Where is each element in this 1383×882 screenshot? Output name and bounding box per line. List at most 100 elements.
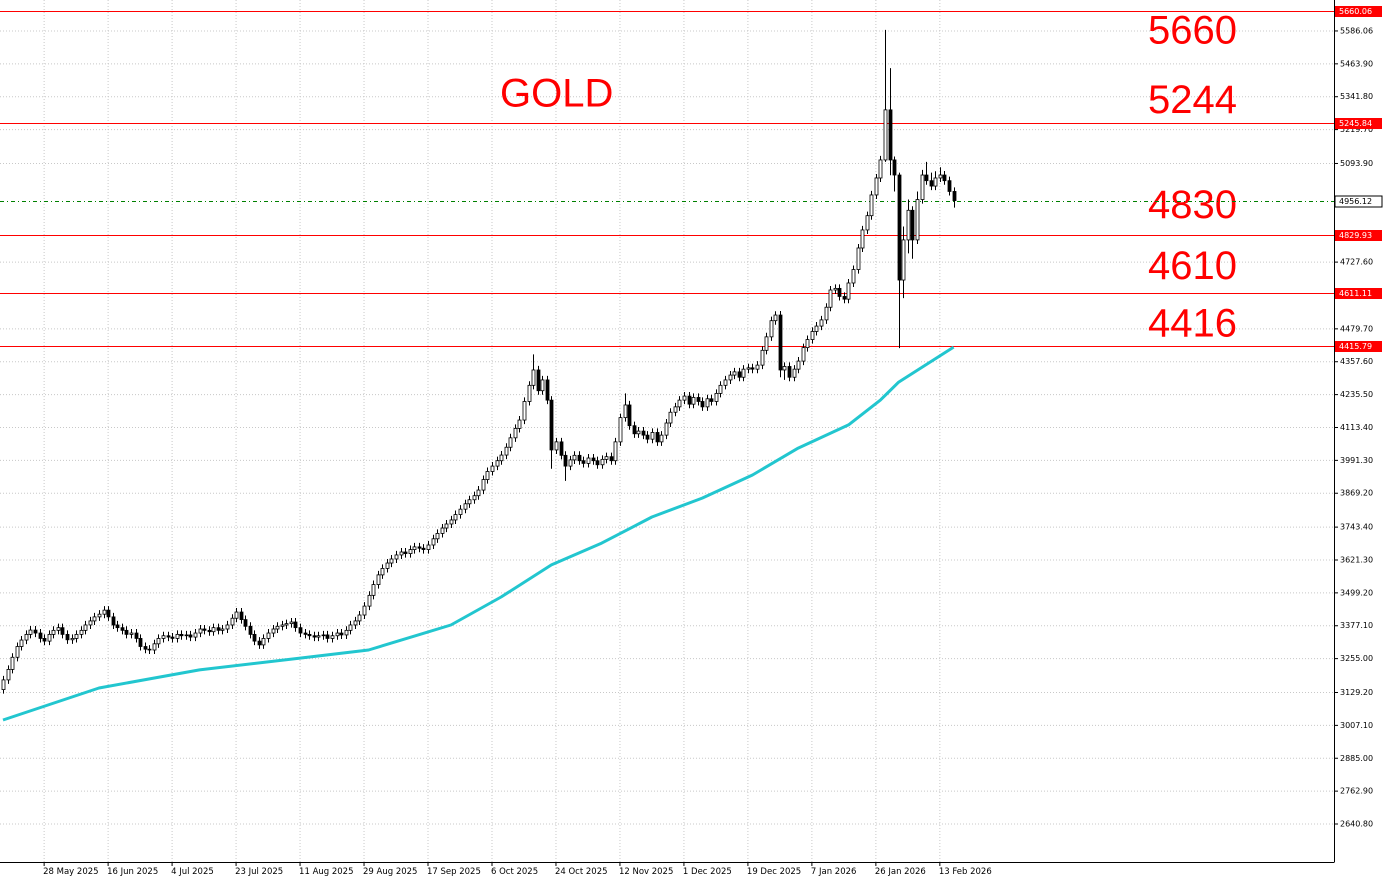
candle-body	[38, 632, 43, 639]
candle-body	[74, 633, 79, 639]
candle-body	[60, 627, 65, 635]
candle-body	[412, 546, 417, 550]
candle-body	[581, 460, 586, 464]
candle-body	[522, 401, 527, 421]
candle-body	[225, 624, 230, 630]
candle-body	[485, 471, 490, 480]
candle-body	[536, 369, 541, 392]
candle-body	[860, 229, 865, 249]
candle-body	[668, 411, 673, 424]
candle-body	[243, 619, 248, 627]
candle-body	[888, 109, 893, 161]
candle-body	[170, 636, 175, 639]
candle-body	[10, 656, 15, 670]
candle-body	[595, 460, 600, 466]
candle-body	[883, 109, 888, 161]
y-tick-label: 4235.50	[1340, 390, 1373, 399]
candle-body	[517, 419, 522, 429]
candle-body	[769, 320, 774, 338]
candle-body	[892, 159, 897, 176]
x-tick-label: 4 Jul 2025	[171, 867, 214, 877]
candle-body	[846, 282, 851, 300]
candle-body	[449, 519, 454, 525]
candle-body	[632, 425, 637, 435]
candle-body	[874, 177, 879, 196]
candle-body	[193, 632, 198, 638]
level-label: 4611.11	[1339, 289, 1372, 298]
candle-body	[312, 635, 317, 638]
candle-body	[833, 287, 838, 291]
candle-body	[367, 594, 372, 607]
candle-body	[664, 422, 669, 436]
candle-body	[577, 454, 582, 462]
candle-body	[677, 399, 682, 408]
candle-body	[915, 199, 920, 241]
candle-body	[161, 635, 166, 639]
y-tick-label: 2885.00	[1340, 754, 1373, 763]
candle-body	[257, 640, 262, 646]
candle-body	[198, 628, 203, 634]
level-annotation: 5244	[1148, 78, 1237, 122]
candle-body	[152, 643, 157, 651]
candle-body	[431, 538, 436, 546]
plot: 5660 5244 4830 4610 4416	[0, 9, 1334, 722]
candle-body	[458, 508, 463, 515]
level-label: 4829.93	[1339, 231, 1372, 240]
candle-body	[641, 430, 646, 436]
candle-body	[83, 624, 88, 631]
candle-body	[266, 632, 271, 639]
x-tick-label: 17 Sep 2025	[427, 867, 481, 877]
candle-body	[42, 638, 47, 642]
candle-body	[230, 617, 235, 626]
candle-body	[792, 368, 797, 378]
candle-body	[325, 634, 330, 639]
candle-body	[549, 399, 554, 451]
candle-body	[403, 551, 408, 555]
candle-body	[371, 584, 376, 596]
y-tick-label: 3255.00	[1340, 654, 1373, 663]
candle-body	[481, 479, 486, 491]
candle-body	[440, 527, 445, 534]
candle-body	[111, 616, 116, 626]
candle-body	[540, 379, 545, 392]
candle-body	[220, 628, 225, 631]
candle-body	[906, 209, 911, 241]
candle-body	[828, 289, 833, 308]
candle-body	[490, 465, 495, 472]
candle-body	[472, 495, 477, 501]
x-tick-label: 12 Nov 2025	[619, 867, 673, 877]
candle-body	[559, 441, 564, 456]
candle-body	[805, 339, 810, 349]
candle-body	[696, 397, 701, 402]
candle-body	[129, 632, 134, 635]
candle-body	[636, 430, 641, 435]
level-label: 5660.06	[1339, 7, 1372, 16]
candle-body	[801, 347, 806, 362]
x-tick-label: 7 Jan 2026	[811, 867, 857, 877]
chart-title: GOLD	[500, 72, 613, 116]
candle-body	[184, 634, 189, 637]
candle-body	[627, 404, 632, 427]
candle-body	[568, 459, 573, 467]
candle-body	[33, 629, 38, 634]
candle-body	[613, 441, 618, 462]
candle-body	[700, 401, 705, 408]
last-price-label: 4956.12	[1339, 197, 1372, 206]
level-annotation: 4610	[1148, 244, 1237, 288]
candle-body	[650, 432, 655, 440]
x-tick-label: 6 Oct 2025	[491, 867, 538, 877]
candle-body	[293, 621, 298, 629]
candle-body	[202, 628, 207, 631]
x-tick-label: 11 Aug 2025	[299, 867, 353, 877]
candle-body	[467, 499, 472, 505]
candle-body	[600, 458, 605, 466]
candle-body	[810, 331, 815, 340]
level-label-bg	[1335, 230, 1382, 241]
candle-body	[609, 456, 614, 462]
candle-body	[623, 404, 628, 419]
candle-body	[271, 628, 276, 634]
candle-body	[787, 366, 792, 378]
candle-body	[572, 454, 577, 461]
candle-body	[499, 454, 504, 462]
